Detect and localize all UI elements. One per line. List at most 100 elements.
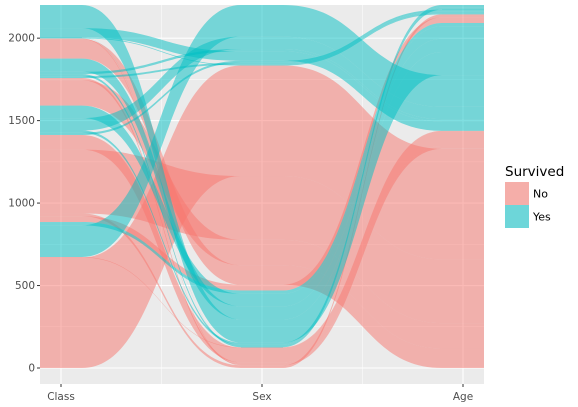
flow-lode	[241, 60, 283, 63]
flow-lode	[442, 38, 484, 53]
flow-lode	[442, 119, 484, 122]
flow-lode	[442, 9, 484, 10]
flow-lode	[442, 106, 484, 120]
flow-lode	[241, 365, 283, 368]
flow-lode	[442, 17, 484, 23]
flow-lode	[40, 28, 82, 38]
flow-lode	[442, 7, 484, 10]
flow-lode	[40, 149, 82, 214]
flow-ribbon	[283, 52, 442, 343]
flow-ribbon	[82, 78, 241, 365]
flow-lode	[40, 130, 82, 133]
y-tick-label: 2000	[8, 33, 35, 45]
flow-lode	[442, 52, 484, 76]
legend-swatch-no	[505, 182, 529, 205]
flow-ribbon	[82, 105, 241, 307]
flow-lode	[442, 5, 484, 8]
flow-ribbon	[283, 148, 442, 366]
flow-ribbon	[283, 131, 442, 363]
flow-lode	[442, 13, 484, 15]
flow-ribbon	[283, 130, 442, 348]
legend: Survived No Yes	[505, 164, 564, 228]
flow-lode	[241, 347, 283, 348]
flow-lode	[442, 11, 484, 14]
flow-lode	[442, 148, 484, 149]
flow-lode	[40, 80, 82, 106]
flow-lode	[241, 293, 283, 307]
flow-lode	[241, 62, 283, 65]
flow-lode	[40, 213, 82, 217]
flow-lode	[40, 105, 82, 119]
flow-ribbon	[283, 11, 442, 65]
flow-ribbon	[82, 213, 241, 368]
flow-ribbon	[82, 257, 241, 348]
flow-lode	[40, 257, 82, 368]
flow-ribbon	[82, 58, 241, 320]
flow-lode	[241, 306, 283, 320]
flow-lode	[241, 36, 283, 50]
flow-lode	[40, 38, 82, 40]
flow-lode	[442, 148, 484, 260]
flow-ribbon	[283, 26, 442, 307]
flow-ribbon	[82, 134, 241, 363]
x-tick-label: Class	[47, 391, 75, 403]
flow-lode	[442, 348, 484, 368]
flow-lode	[442, 14, 484, 18]
flow-ribbon	[283, 49, 442, 122]
flow-lode	[40, 37, 82, 38]
flow-lode	[40, 78, 82, 81]
flow-lode	[40, 76, 82, 79]
flow-lode	[442, 26, 484, 39]
flow-lode	[40, 5, 82, 29]
flow-ribbon	[82, 36, 241, 131]
flow-lode	[241, 284, 283, 291]
flow-lode	[241, 362, 283, 365]
flow-lode	[40, 132, 82, 135]
flow-ribbon	[82, 37, 241, 66]
flow-lode	[241, 265, 283, 285]
flow-lode	[40, 118, 82, 131]
flow-lode	[241, 342, 283, 345]
flow-lode	[40, 216, 82, 223]
flow-ribbon	[82, 222, 241, 294]
legend-label-no: No	[533, 188, 548, 201]
flow-ribbon	[283, 9, 442, 63]
flow-lode	[241, 51, 283, 61]
flow-ribbon	[283, 13, 442, 66]
legend-swatch-yes	[505, 205, 529, 228]
flows-layer	[40, 5, 484, 369]
x-axis: Class Sex Age	[47, 384, 473, 403]
flow-lode	[241, 49, 283, 52]
flow-lode	[40, 257, 82, 258]
flow-lode	[442, 323, 484, 349]
flow-lode	[241, 319, 283, 343]
flow-ribbon	[82, 130, 241, 345]
flow-lode	[40, 225, 82, 258]
flow-lode	[241, 364, 283, 366]
flow-lode	[241, 239, 283, 266]
flow-lode	[40, 222, 82, 226]
flow-ribbon	[283, 38, 442, 320]
flow-ribbon	[82, 49, 241, 75]
flow-lode	[40, 58, 82, 72]
flow-lode	[40, 39, 82, 59]
flow-ribbon	[82, 65, 241, 368]
flow-lode	[241, 347, 283, 363]
flow-ribbon	[82, 5, 241, 343]
flow-lode	[40, 71, 82, 75]
y-tick-label: 1000	[8, 198, 35, 210]
flow-lode	[241, 290, 283, 294]
flow-lode	[40, 37, 82, 39]
flow-ribbon	[82, 62, 241, 79]
x-tick-label: Sex	[252, 391, 271, 403]
flow-lode	[40, 74, 82, 77]
y-tick-label: 500	[15, 280, 35, 292]
flow-lode	[241, 176, 283, 240]
legend-label-yes: Yes	[532, 211, 551, 224]
flow-lode	[241, 64, 283, 66]
y-tick-label: 1500	[8, 115, 35, 127]
flow-lode	[442, 22, 484, 27]
flow-ribbon	[82, 5, 241, 258]
flow-lode	[442, 259, 484, 324]
